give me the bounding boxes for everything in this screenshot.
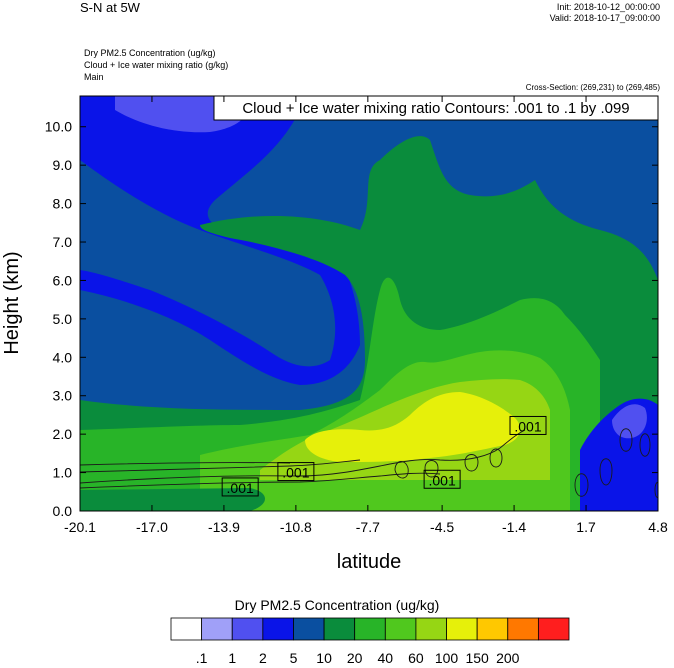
colorbar-level-label: .1 [196,650,208,666]
colorbar-swatch [262,617,294,641]
contour-blob-7 [619,428,633,452]
contour-line-2 [80,472,441,489]
svg-text:.001: .001 [514,418,541,434]
y-tick-label: 7.0 [53,234,73,250]
contour-labels: .001 .001 .001 .001 [221,415,547,497]
colorbar-swatch [537,617,570,641]
colorbar-level-label: 200 [496,650,520,666]
field-region-dark-green-lower [80,488,265,511]
x-tick-label: -1.4 [502,519,526,535]
y-tick-label: 4.0 [53,349,73,365]
x-tick-label: -7.7 [356,519,380,535]
contour-label: .001 [423,469,461,489]
x-tick-label: -17.0 [136,519,168,535]
field-description-cloud: Cloud + Ice water mixing ratio (g/kg) [84,60,229,70]
contour-blob-8 [639,433,651,457]
colorbar-level-label: 20 [347,650,363,666]
y-tick-label: 6.0 [53,272,73,288]
x-tick-label: 4.8 [648,519,668,535]
field-description-pm25: Dry PM2.5 Concentration (ug/kg) [84,48,216,58]
contour-line-1 [80,429,526,484]
contour-blob-9 [654,482,658,498]
colorbar-level-label: 100 [435,650,459,666]
y-tick-label: 3.0 [53,388,73,404]
colorbar-level-label: 2 [259,650,267,666]
x-tick-label: -4.5 [430,519,454,535]
contour-title: Cloud + Ice water mixing ratio Contours:… [242,100,629,117]
init-time: Init: 2018-10-12_00:00:00 [556,2,660,12]
colorbar-level-label: 40 [378,650,394,666]
colorbar-level-label: 5 [290,650,298,666]
y-tick-label: 1.0 [53,465,73,481]
x-tick-label: 1.7 [576,519,596,535]
field-region-medium-lower-right [612,404,647,439]
y-axis-label: Height (km) [1,251,23,354]
contour-label: .001 [277,462,315,482]
field-region-navy-tongue [80,160,336,367]
contour-line-3 [80,459,361,473]
colorbar-swatch [170,617,203,641]
colorbar-level-label: 10 [316,650,332,666]
valid-time: Valid: 2018-10-17_09:00:00 [549,13,660,23]
colorbar-swatch [354,617,386,641]
cloud-ice-contours [80,428,658,498]
colorbar-swatch [293,617,325,641]
contour-label: .001 [221,477,259,497]
y-tick-label: 8.0 [53,196,73,212]
colorbar-title: Dry PM2.5 Concentration (ug/kg) [234,597,440,613]
x-axis-label: latitude [337,551,402,573]
colorbar-swatch [415,617,447,641]
contour-label: .001 [509,415,547,435]
colorbar-swatch [476,617,509,641]
y-tick-label: 5.0 [53,311,73,327]
colorbar-swatch [384,617,417,641]
contour-title-box [213,95,659,121]
colorbar-swatch [507,617,539,641]
field-description-main: Main [84,72,104,82]
x-tick-label: -13.9 [208,519,240,535]
plot-title: S-N at 5W [80,0,140,15]
y-tick-label: 9.0 [53,157,73,173]
contour-blob-5 [574,473,589,497]
contour-blob-3 [464,454,479,472]
contour-blob-1 [394,461,409,479]
colorbar-level-label: 150 [465,650,489,666]
contour-line-4 [80,462,291,466]
svg-text:.001: .001 [227,480,254,496]
colorbar-swatch [323,617,356,641]
contour-blob-6 [599,458,613,486]
y-tick-label: 0.0 [53,503,73,519]
y-tick-label: 10.0 [45,119,72,135]
colorbar: .1 1 2 5 10 20 40 60 100 150 200 [170,617,570,666]
x-tick-label: -10.8 [280,519,312,535]
axes: -20.1 -17.0 -13.9 -10.8 -7.7 -4.5 -1.4 1.7 4.8 0.… [45,96,668,535]
svg-text:.001: .001 [282,465,309,481]
colorbar-swatch [231,617,264,641]
y-tick-label: 2.0 [53,426,73,442]
colorbar-swatch [446,617,478,641]
x-tick-label: -20.1 [64,519,96,535]
pm25-filled-field [80,96,658,511]
contour-blob-4 [489,448,503,468]
contour-blob-2 [424,460,439,478]
colorbar-level-label: 60 [408,650,424,666]
svg-text:.001: .001 [428,472,455,488]
colorbar-level-label: 1 [228,650,236,666]
colorbar-swatch [201,617,233,641]
field-region-yellow [305,392,521,462]
cross-section-label: Cross-Section: (269,231) to (269,485) [525,83,660,92]
